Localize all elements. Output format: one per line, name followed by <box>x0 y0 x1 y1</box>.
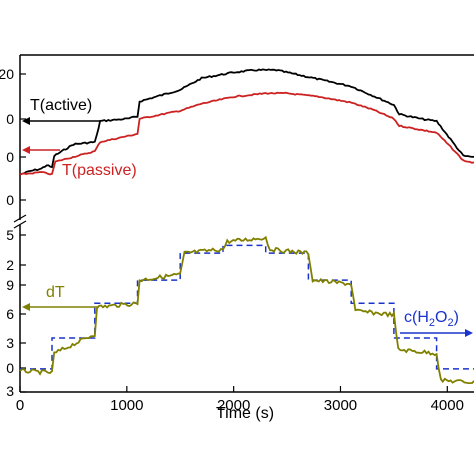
top-y-tick-label: 0 <box>6 149 14 165</box>
x-tick-label: 2000 <box>217 397 250 414</box>
top-y-ticks: 20 0 0 0 <box>0 66 26 208</box>
series-dt-line <box>19 235 474 384</box>
annotation-dt-arrowhead <box>22 303 30 311</box>
bottom-y-tick-label: 0 <box>6 360 14 376</box>
x-tick-label: 1000 <box>110 397 143 414</box>
top-y-tick-label: 20 <box>0 66 14 82</box>
axis-break-mark-2 <box>13 220 27 229</box>
annotation-c-h2o2-prefix: c(H <box>404 309 429 326</box>
x-tick-label: 4000 <box>431 397 464 414</box>
series-t-active-line <box>19 68 474 176</box>
bottom-y-tick-label: 9 <box>6 277 14 293</box>
annotation-c-h2o2-mid: O <box>435 309 447 326</box>
annotation-t-active-label: T(active) <box>30 97 92 114</box>
axis-break <box>13 214 27 229</box>
top-series <box>19 68 474 176</box>
top-y-tick-label: 0 <box>6 111 14 127</box>
annotation-t-passive: T(passive) <box>22 146 137 179</box>
bottom-y-tick-label: 5 <box>6 227 14 243</box>
top-panel: 20 0 0 0 <box>0 54 474 220</box>
bottom-y-tick-label: 6 <box>6 306 14 322</box>
annotation-t-active: T(active) <box>22 97 100 125</box>
axis-break-mark-1 <box>13 214 27 223</box>
annotation-t-passive-arrowhead <box>22 146 30 154</box>
x-ticks: 0 1000 2000 3000 4000 <box>16 386 464 414</box>
bottom-y-tick-label: 2 <box>6 257 14 273</box>
bottom-panel: 5 2 9 6 3 0 3 <box>6 225 474 399</box>
annotation-dt-label: dT <box>46 284 65 301</box>
top-y-tick-label: 0 <box>6 192 14 208</box>
bottom-series <box>19 235 474 384</box>
bottom-y-tick-label: 3 <box>6 335 14 351</box>
annotation-c-h2o2-sub1: 2 <box>429 317 435 329</box>
x-tick-label: 3000 <box>324 397 357 414</box>
series-c-h2o2-line <box>20 244 474 370</box>
annotation-c-h2o2-label: c(H2O2) <box>404 309 459 329</box>
x-axis-title: Time (s) <box>216 405 274 422</box>
annotation-c-h2o2-suffix: ) <box>454 309 459 326</box>
annotation-dt: dT <box>22 284 98 311</box>
annotation-c-h2o2-arrowhead <box>465 329 473 337</box>
bottom-y-ticks: 5 2 9 6 3 0 3 <box>6 227 26 399</box>
annotation-c-h2o2-sub2: 2 <box>447 317 453 329</box>
annotation-c-h2o2: c(H2O2) <box>400 309 473 337</box>
series-t-passive-line <box>19 91 474 176</box>
bottom-y-tick-label: 3 <box>6 383 14 399</box>
annotation-t-passive-label: T(passive) <box>62 162 137 179</box>
annotation-t-active-arrowhead <box>22 117 30 125</box>
x-tick-label: 0 <box>16 397 24 414</box>
